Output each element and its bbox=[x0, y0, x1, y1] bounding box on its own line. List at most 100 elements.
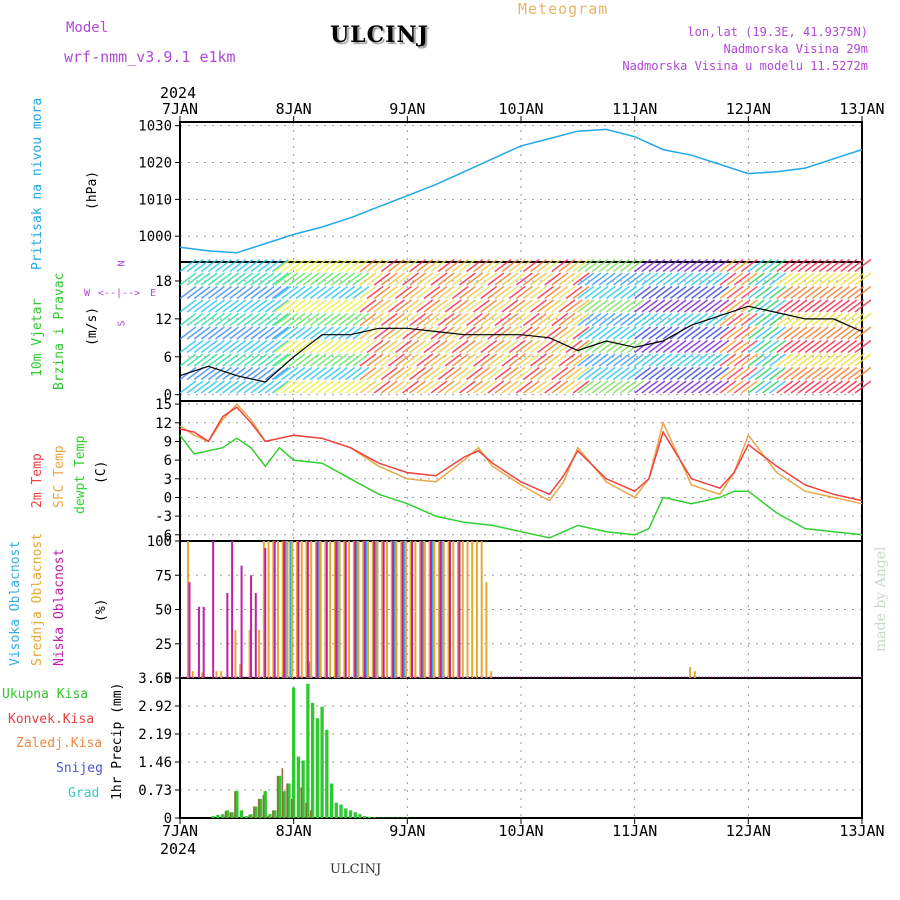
wind-barb bbox=[612, 339, 630, 354]
meteogram-label: Meteogram bbox=[518, 0, 609, 18]
day-label-top: 9JAN bbox=[389, 100, 425, 118]
wind-barb bbox=[662, 353, 680, 367]
wind-barb bbox=[271, 339, 289, 354]
wind-barb bbox=[352, 285, 370, 300]
sfc-temp-label: SFC Temp bbox=[52, 445, 67, 508]
wind-barb bbox=[740, 272, 758, 286]
wind-barb bbox=[683, 258, 701, 273]
wind-barb bbox=[323, 258, 341, 273]
wind-barb bbox=[250, 366, 268, 381]
wind-barb bbox=[648, 258, 666, 273]
wind-barb bbox=[366, 258, 384, 273]
wind-barb bbox=[648, 312, 666, 327]
wind-barb bbox=[501, 353, 519, 367]
wind-barb bbox=[825, 366, 843, 381]
wind-barb bbox=[833, 326, 851, 340]
wind-barb bbox=[380, 366, 398, 381]
wind-barb bbox=[416, 380, 434, 394]
wind-barb bbox=[769, 272, 787, 286]
wind-barb bbox=[257, 353, 275, 367]
wind-barb bbox=[451, 353, 469, 367]
wind-barb bbox=[544, 312, 562, 327]
wind-barb bbox=[612, 272, 630, 286]
wind-barb bbox=[669, 312, 687, 327]
wind-barb bbox=[416, 312, 434, 327]
wind-barb bbox=[359, 272, 377, 286]
y-tick-label: 0 bbox=[164, 671, 172, 687]
wind-barb bbox=[366, 339, 384, 354]
wind-barb bbox=[243, 272, 261, 286]
wind-barb bbox=[537, 272, 555, 286]
precip-total-bar bbox=[315, 718, 320, 818]
wind-barb bbox=[790, 299, 808, 313]
precip-total-bar bbox=[273, 810, 277, 818]
wind-barb bbox=[200, 366, 218, 381]
wind-barb bbox=[733, 366, 751, 381]
wind-barb bbox=[733, 258, 751, 273]
wind-barb bbox=[769, 299, 787, 313]
wind-barb bbox=[222, 299, 240, 313]
wind-barb bbox=[783, 258, 801, 273]
wind-barb bbox=[480, 299, 498, 313]
wind-barb bbox=[302, 353, 320, 367]
wind-barb bbox=[309, 339, 327, 354]
wind-barb bbox=[825, 326, 843, 340]
wind-barb bbox=[288, 326, 306, 340]
wind-barb bbox=[619, 299, 637, 313]
wind-barb bbox=[323, 366, 341, 381]
wind-barb bbox=[790, 258, 808, 273]
wind-barb bbox=[522, 285, 540, 300]
wind-barb bbox=[733, 285, 751, 300]
wind-barb bbox=[754, 366, 772, 381]
wind-barb bbox=[740, 326, 758, 340]
wind-barb bbox=[662, 312, 680, 327]
wind-barb bbox=[605, 366, 623, 381]
wind-barb bbox=[840, 353, 858, 367]
wind-barb bbox=[669, 299, 687, 313]
wind-barb bbox=[522, 312, 540, 327]
wind-barb bbox=[833, 312, 851, 327]
wind-barb bbox=[754, 326, 772, 340]
wind-barb bbox=[551, 339, 569, 354]
precip-legend-total: Ukupna Kisa bbox=[2, 687, 89, 702]
wind-barb bbox=[309, 366, 327, 381]
wind-barb bbox=[338, 339, 356, 354]
wind-barb bbox=[494, 272, 512, 286]
y-tick-label: -3 bbox=[155, 509, 172, 525]
wind-barb bbox=[591, 380, 609, 394]
wind-barb bbox=[193, 285, 211, 300]
year-label-top: 2024 bbox=[160, 84, 196, 102]
wind-barb bbox=[302, 272, 320, 286]
wind-barb bbox=[423, 353, 441, 367]
wind-barb bbox=[200, 339, 218, 354]
wind-barb bbox=[598, 366, 616, 381]
wind-barb bbox=[691, 272, 708, 286]
wind-barb bbox=[423, 285, 441, 300]
wind-barb bbox=[726, 326, 744, 340]
wind-barb bbox=[712, 285, 730, 300]
wind-barb bbox=[480, 339, 498, 354]
wind-barb bbox=[274, 339, 292, 354]
credit-label: made by Angel bbox=[873, 546, 889, 653]
wind-barb bbox=[323, 312, 341, 327]
wind-barb bbox=[288, 366, 306, 381]
wind-barb bbox=[480, 258, 498, 273]
wind-barb bbox=[437, 339, 455, 354]
wind-barb bbox=[508, 285, 526, 300]
wind-barb bbox=[458, 299, 476, 313]
wind-barb bbox=[691, 366, 708, 381]
wind-barb bbox=[487, 312, 505, 327]
model-elevation-label: Nadmorska Visina u modelu 11.5272m bbox=[622, 59, 868, 73]
wind-barb bbox=[380, 380, 398, 394]
wind-barb bbox=[776, 380, 794, 394]
wind-barb bbox=[515, 326, 533, 340]
wind-barb bbox=[359, 366, 377, 381]
wind-barb bbox=[797, 353, 815, 367]
wind-barb bbox=[833, 366, 851, 381]
wind-barb bbox=[705, 258, 723, 273]
wind-barb bbox=[373, 339, 391, 354]
wind-barb bbox=[501, 299, 519, 313]
wind-barb bbox=[345, 272, 363, 286]
wind-barb bbox=[537, 339, 555, 354]
wind-barb bbox=[669, 339, 687, 354]
